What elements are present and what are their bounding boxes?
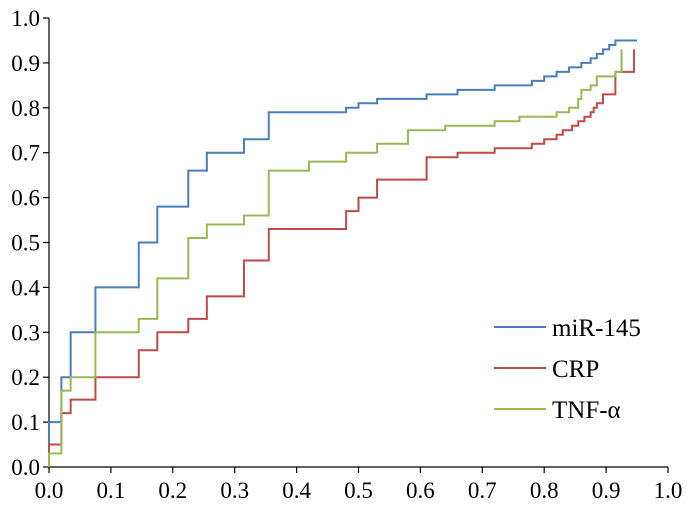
series-line-crp [48, 49, 635, 467]
x-tick-label: 0.1 [97, 478, 126, 503]
y-tick-label: 0.4 [11, 275, 40, 300]
legend-label-mir-145: miR-145 [552, 315, 641, 342]
y-tick-label: 1.0 [11, 6, 40, 31]
y-tick-label: 0.6 [11, 186, 40, 211]
y-tick-label: 0.7 [11, 141, 40, 166]
series-lines [48, 39, 638, 467]
legend-label-crp: CRP [552, 356, 599, 383]
x-tick-label: 1.0 [654, 478, 683, 503]
axes: 0.0 0.1 0.2 0.3 0.4 0.5 0.6 0.7 0.8 0.9 1.0 0.0 0.1 0… [11, 6, 682, 503]
x-tick-label: 0.4 [282, 478, 311, 503]
series-line-tnf [48, 49, 623, 467]
y-tick-label: 0.5 [11, 231, 40, 256]
y-tick-label: 0.1 [11, 410, 40, 435]
legend-label-tnf: TNF-α [552, 397, 621, 424]
y-tick-label: 0.0 [11, 455, 40, 480]
y-tick-label: 0.9 [11, 51, 40, 76]
x-tick-label: 0.8 [530, 478, 559, 503]
x-tick-label: 0.7 [468, 478, 497, 503]
x-tick-label: 0.2 [158, 478, 187, 503]
x-tick-label: 0.5 [344, 478, 373, 503]
y-tick-label: 0.2 [11, 365, 40, 390]
x-tick-label: 0.3 [220, 478, 249, 503]
y-tick-label: 0.3 [11, 320, 40, 345]
x-tick-label: 0.0 [35, 478, 64, 503]
legend: miR-145 CRP TNF-α [494, 315, 641, 424]
x-tick-label: 0.6 [406, 478, 435, 503]
y-tick-label: 0.8 [11, 96, 40, 121]
x-tick-label: 0.9 [592, 478, 621, 503]
series-line-mir-145 [48, 39, 638, 467]
